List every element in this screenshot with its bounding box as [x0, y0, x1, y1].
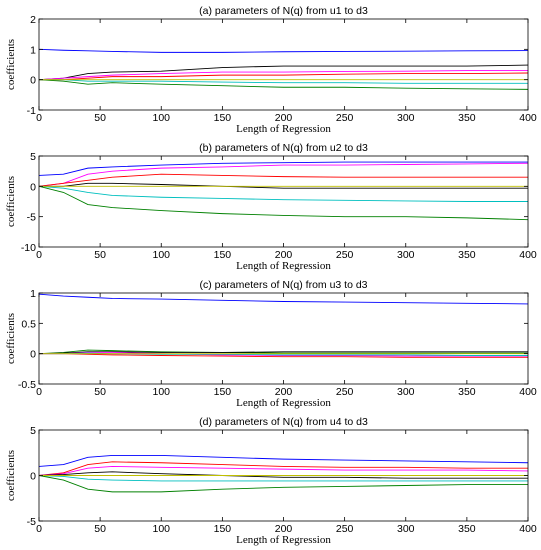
series-line-2: [39, 64, 528, 81]
series-line-1: [39, 161, 528, 176]
series-line-6: [39, 79, 528, 90]
y-axis-label: coefficients: [5, 313, 17, 364]
x-tick-label: 350: [458, 523, 476, 535]
y-tick-label: 5: [30, 425, 36, 437]
series-line-5: [39, 185, 528, 202]
x-tick-label: 400: [519, 523, 537, 535]
axes-box: [38, 18, 529, 111]
x-tick-label: 350: [458, 386, 476, 398]
y-tick-label: 1: [30, 44, 36, 56]
x-tick-label: 400: [519, 249, 537, 261]
series-line-5: [39, 79, 528, 84]
chart-title: (c) parameters of N(q) from u3 to d3: [199, 279, 367, 291]
y-axis-label: coefficients: [5, 39, 17, 90]
x-tick-label: 150: [214, 523, 232, 535]
panel-2: 0 50 100 150 200 250 300 350 400 -10 -5 0 5 (b) param…: [5, 142, 537, 272]
x-tick-label: 150: [214, 112, 232, 124]
x-axis-label: Length of Regression: [236, 534, 331, 546]
x-tick-label: 100: [152, 523, 170, 535]
y-tick-label: 0: [30, 181, 36, 193]
series-group: [39, 161, 528, 221]
x-tick-label: 50: [94, 523, 106, 535]
series-line-1: [39, 48, 528, 53]
x-tick-label: 350: [458, 249, 476, 261]
x-tick-label: 350: [458, 112, 476, 124]
series-group: [39, 293, 528, 358]
series-line-1: [39, 293, 528, 305]
y-axis-label: coefficients: [5, 450, 17, 501]
x-tick-label: 100: [152, 249, 170, 261]
y-tick-label: 0.5: [21, 318, 36, 330]
series-line-3: [39, 351, 528, 355]
x-tick-label: 400: [519, 112, 537, 124]
panel-3: 0 50 100 150 200 250 300 350 400-0.500.51(c) par…: [5, 279, 537, 409]
y-tick-label: 1: [30, 288, 36, 300]
x-tick-label: 50: [94, 112, 106, 124]
x-tick-label: 150: [214, 386, 232, 398]
series-line-4: [39, 72, 528, 81]
x-tick-label: 250: [336, 386, 354, 398]
x-tick-label: 400: [519, 386, 537, 398]
x-tick-label: 0: [36, 112, 42, 124]
chart-title: (b) parameters of N(q) from u2 to d3: [199, 142, 368, 154]
x-tick-label: 300: [397, 112, 415, 124]
x-tick-label: 250: [336, 249, 354, 261]
x-tick-label: 200: [275, 112, 293, 124]
panel-4: 0 50 100 150 200 250 300 350 400-505(d) paramete…: [5, 416, 537, 546]
y-tick-label: -0.5: [18, 379, 36, 391]
x-tick-label: 50: [94, 386, 106, 398]
series-line-3: [39, 173, 528, 187]
x-tick-label: 200: [275, 386, 293, 398]
y-axis-label: coefficients: [5, 176, 17, 227]
y-tick-label: 0: [30, 349, 36, 361]
axes-box: [38, 292, 529, 385]
series-line-3: [39, 465, 528, 476]
x-tick-label: 200: [275, 249, 293, 261]
x-tick-label: 200: [275, 523, 293, 535]
x-tick-label: 0: [36, 249, 42, 261]
series-line-1: [39, 455, 528, 467]
y-tick-label: 0: [30, 75, 36, 87]
x-tick-label: 100: [152, 386, 170, 398]
y-tick-label: -1: [27, 105, 36, 117]
x-tick-label: 0: [36, 523, 42, 535]
series-line-5: [39, 475, 528, 482]
x-tick-label: 250: [336, 523, 354, 535]
series-group: [39, 48, 528, 90]
x-tick-label: 150: [214, 249, 232, 261]
series-line-2: [39, 461, 528, 476]
y-tick-label: 0: [30, 471, 36, 483]
chart-title: (d) parameters of N(q) from u4 to d3: [199, 416, 368, 428]
x-tick-label: 0: [36, 386, 42, 398]
x-tick-label: 300: [397, 523, 415, 535]
y-tick-label: -5: [27, 212, 36, 224]
x-axis-label: Length of Regression: [236, 123, 331, 135]
x-tick-label: 250: [336, 112, 354, 124]
x-tick-label: 50: [94, 249, 106, 261]
x-tick-label: 300: [397, 249, 415, 261]
y-tick-label: 5: [30, 151, 36, 163]
y-tick-label: -5: [27, 516, 36, 528]
chart-title: (a) parameters of N(q) from u1 to d3: [199, 5, 368, 17]
series-line-6: [39, 475, 528, 493]
series-line-3: [39, 70, 528, 81]
y-tick-label: -10: [21, 242, 36, 254]
x-tick-label: 100: [152, 112, 170, 124]
series-line-6: [39, 185, 528, 221]
series-line-4: [39, 471, 528, 479]
x-tick-label: 300: [397, 386, 415, 398]
x-axis-label: Length of Regression: [236, 397, 331, 409]
series-line-2: [39, 162, 528, 187]
y-tick-label: 2: [30, 14, 36, 26]
series-group: [39, 455, 528, 493]
series-line-4: [39, 182, 528, 189]
x-axis-label: Length of Regression: [236, 260, 331, 272]
